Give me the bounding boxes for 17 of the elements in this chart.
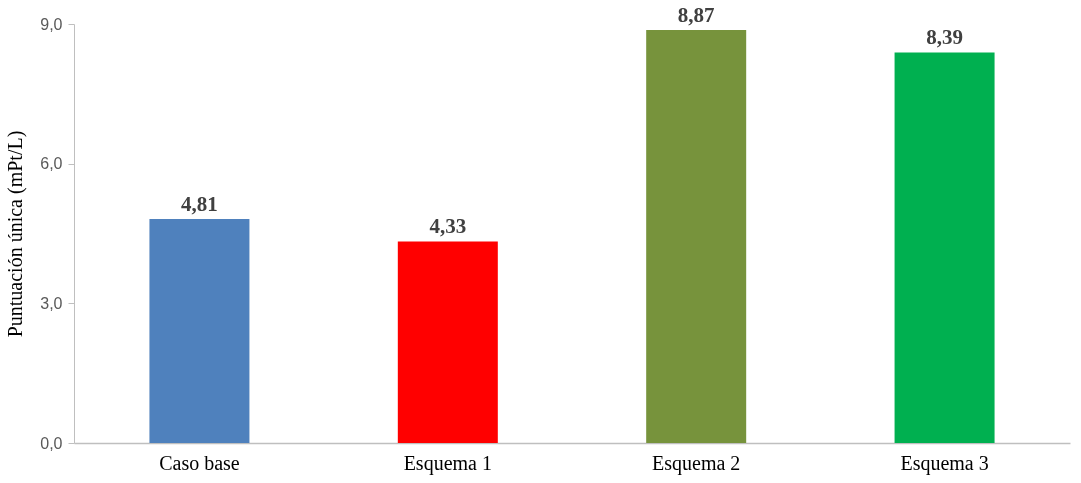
bar bbox=[646, 30, 747, 443]
y-tick-label: 6,0 bbox=[40, 155, 63, 173]
data-label: 8,87 bbox=[677, 3, 715, 28]
y-tick-label: 0,0 bbox=[40, 434, 63, 452]
data-label: 4,81 bbox=[181, 192, 218, 217]
bar bbox=[894, 52, 995, 443]
y-tick-label: 9,0 bbox=[40, 15, 63, 33]
data-label: 4,33 bbox=[429, 214, 467, 239]
bar bbox=[149, 219, 250, 443]
x-tick-label: Caso base bbox=[159, 451, 240, 474]
x-tick-label: Esquema 1 bbox=[403, 451, 492, 475]
y-axis-title: Puntuación única (mPt/L) bbox=[4, 130, 28, 338]
data-label: 8,39 bbox=[926, 25, 963, 50]
x-tick-label: Esquema 2 bbox=[652, 451, 741, 475]
x-tick-label: Esquema 3 bbox=[900, 451, 989, 475]
bar bbox=[397, 241, 498, 443]
y-tick-label: 3,0 bbox=[40, 294, 63, 312]
